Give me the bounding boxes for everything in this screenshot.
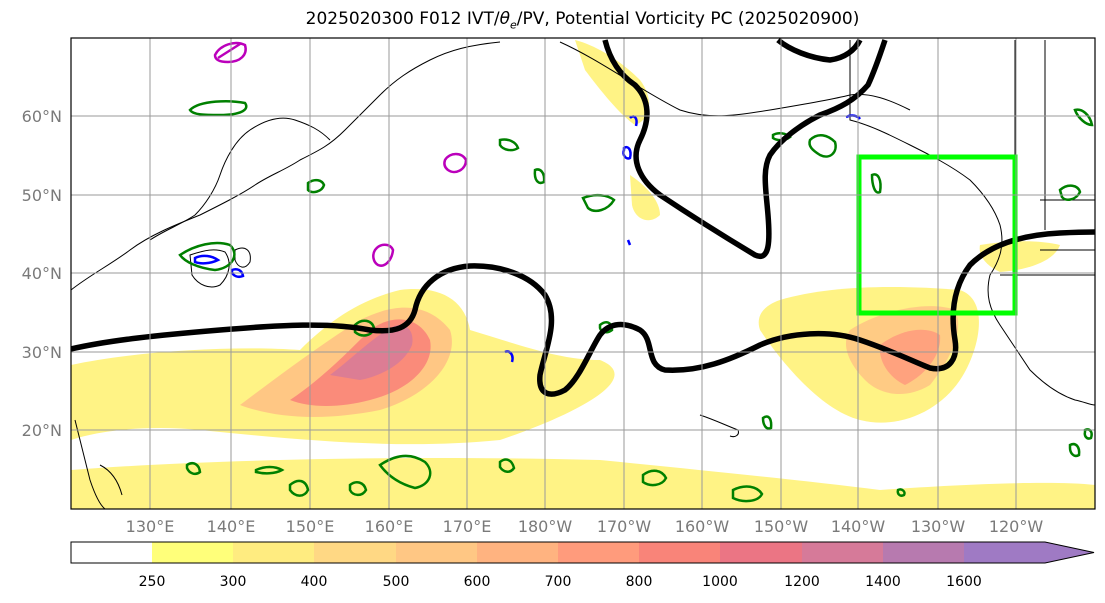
colorbar-tick-300: 300 <box>219 574 247 590</box>
lon-label-180w: 180°W <box>517 517 573 536</box>
colorbar-tick-1000: 1000 <box>702 574 738 590</box>
gridlines <box>71 38 1095 509</box>
lat-label-20n: 20°N <box>21 421 62 440</box>
colorbar-tick-500: 500 <box>382 574 410 590</box>
lon-label-150e: 150°E <box>285 517 335 536</box>
lon-label-130w: 130°W <box>910 517 966 536</box>
lon-label-170w: 170°W <box>596 517 652 536</box>
lat-label-40n: 40°N <box>21 264 62 283</box>
colorbar-tick-1600: 1600 <box>946 574 982 590</box>
lon-label-120w: 120°W <box>988 517 1044 536</box>
highlight-box <box>856 154 1018 316</box>
colorbar-tick-1200: 1200 <box>784 574 820 590</box>
colorbar-tick-400: 400 <box>300 574 328 590</box>
colorbar-tick-250: 250 <box>138 574 166 590</box>
colorbar-tick-800: 800 <box>625 574 653 590</box>
lon-label-130e: 130°E <box>125 517 175 536</box>
colorbar-tick-700: 700 <box>544 574 572 590</box>
map-title: 2025020300 F012 IVT/θe/PV, Potential Vor… <box>305 9 860 32</box>
lon-label-160w: 160°W <box>674 517 730 536</box>
lon-label-150w: 150°W <box>753 517 809 536</box>
magenta-contours <box>213 41 468 267</box>
lon-label-170e: 170°E <box>442 517 492 536</box>
ivt-shading <box>71 40 1095 509</box>
colorbar-tick-600: 600 <box>463 574 491 590</box>
pv-contour <box>71 38 1095 397</box>
lat-label-60n: 60°N <box>21 107 62 126</box>
lat-label-50n: 50°N <box>21 186 62 205</box>
lat-label-30n: 30°N <box>21 343 62 362</box>
map-frame <box>70 37 1096 510</box>
lon-label-140w: 140°W <box>830 517 886 536</box>
lon-label-160e: 160°E <box>364 517 414 536</box>
colorbar <box>70 541 1095 564</box>
lon-label-140e: 140°E <box>206 517 256 536</box>
colorbar-tick-1400: 1400 <box>865 574 901 590</box>
